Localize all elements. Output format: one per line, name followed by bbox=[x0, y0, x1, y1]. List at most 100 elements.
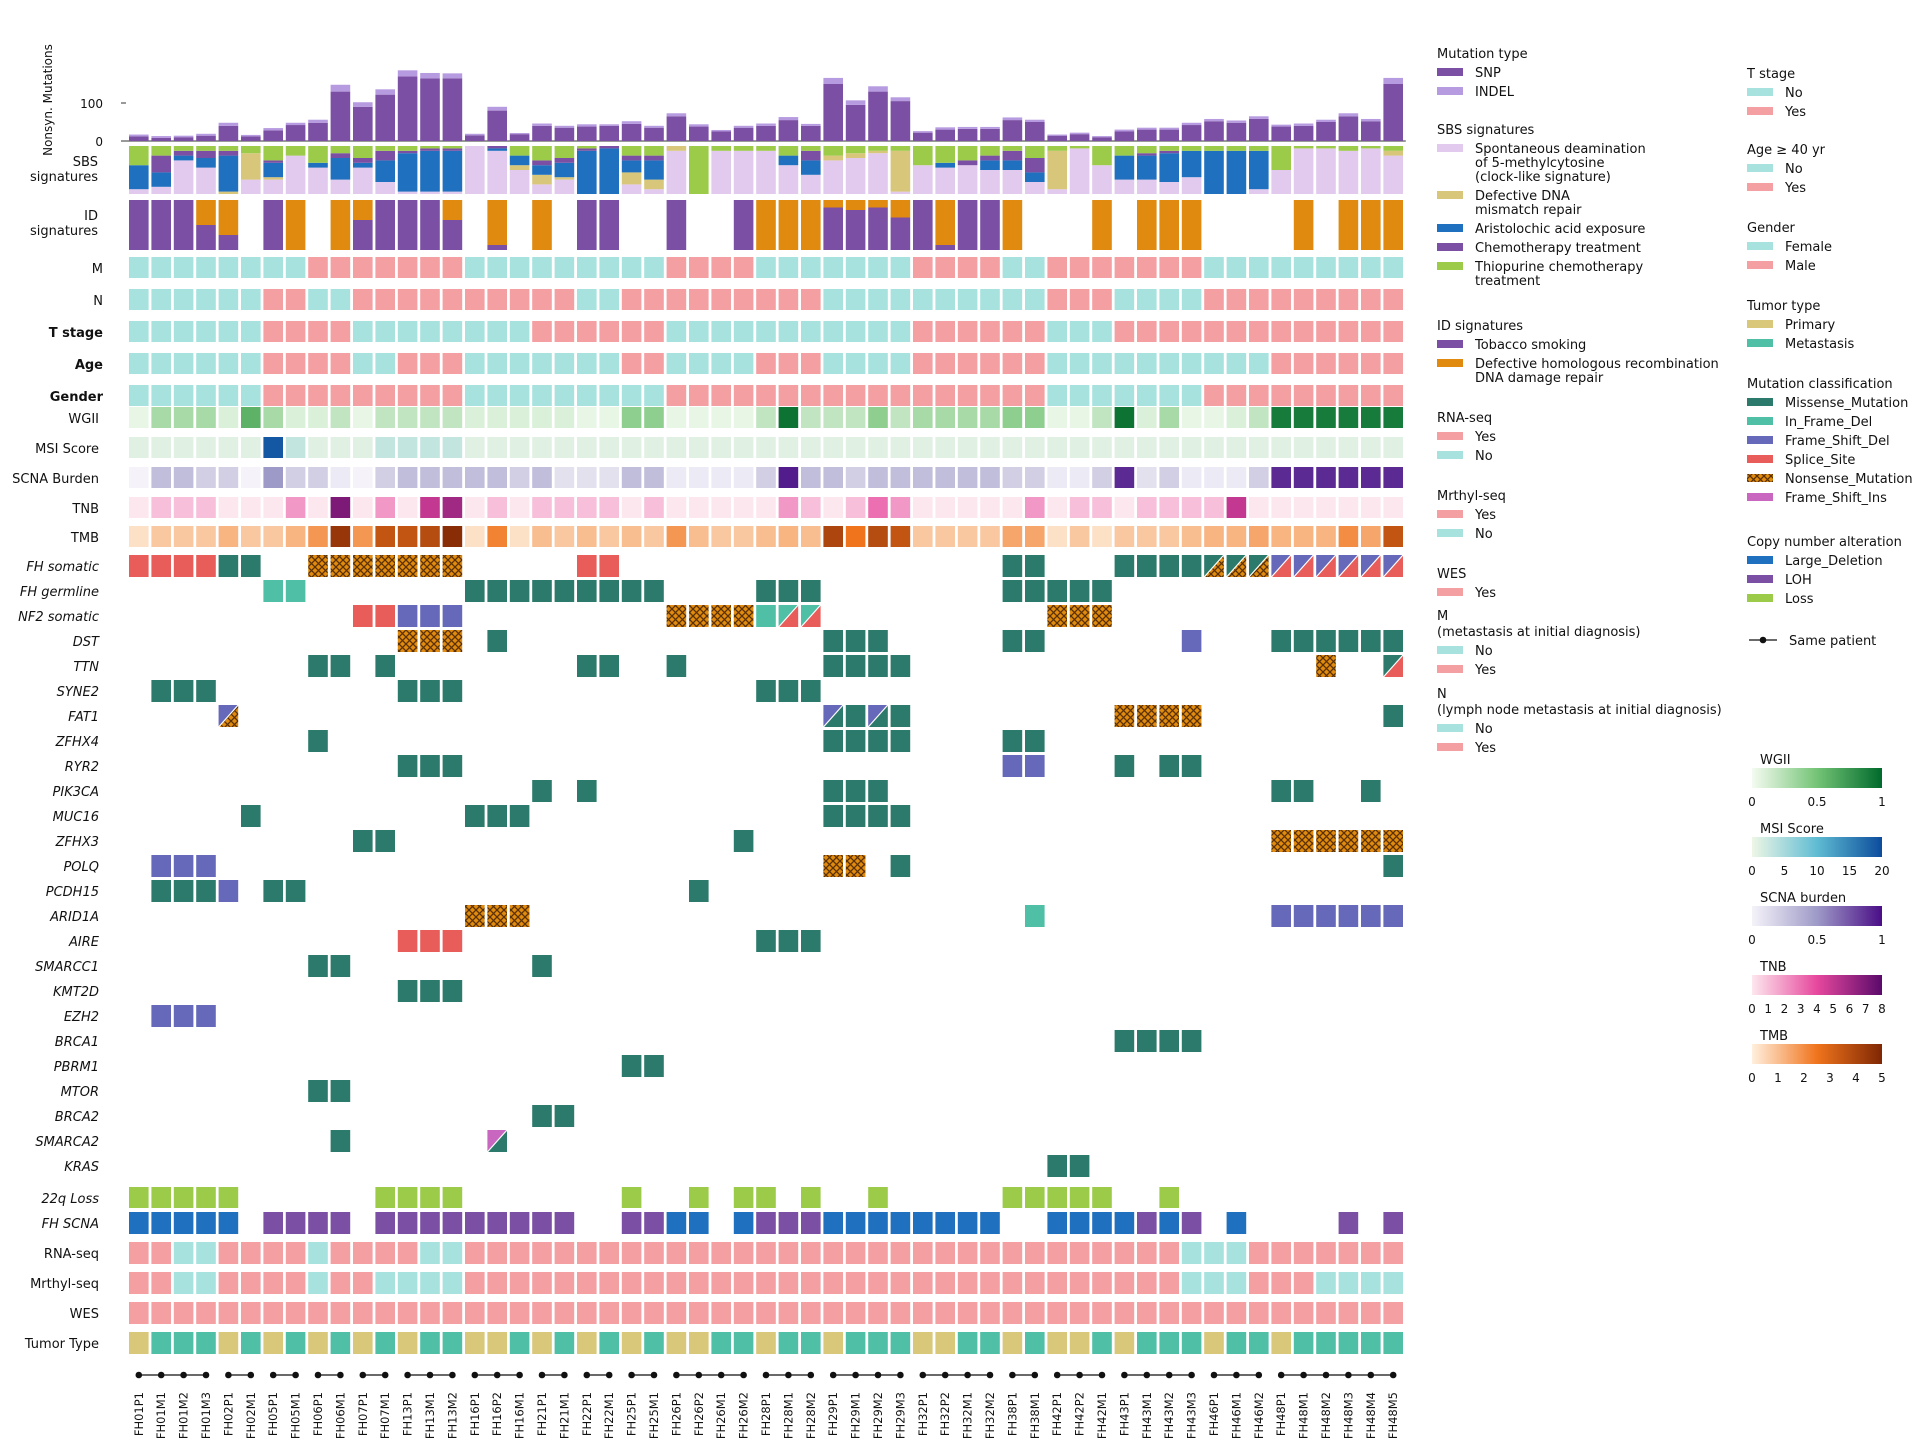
sbs-signature-segment bbox=[801, 150, 821, 161]
heat-cell bbox=[1047, 407, 1067, 428]
indel-bar bbox=[1226, 120, 1247, 123]
heat-cell bbox=[845, 407, 866, 428]
seq-cell bbox=[845, 1242, 866, 1264]
seq-cell bbox=[420, 1272, 440, 1294]
tumor-type-cell bbox=[1159, 1332, 1179, 1354]
tumor-type-cell bbox=[1316, 1332, 1336, 1354]
indel-bar bbox=[1137, 127, 1157, 130]
seq-cell bbox=[801, 1302, 821, 1324]
clinical-cell bbox=[913, 321, 933, 342]
sample-label: FH22M1 bbox=[602, 1392, 616, 1439]
mutation-cell-divider bbox=[1248, 554, 1270, 578]
clinical-cell bbox=[1137, 353, 1157, 374]
clinical-cell bbox=[1002, 385, 1023, 406]
sample-label: FH28P1 bbox=[759, 1392, 773, 1436]
seq-cell bbox=[1114, 1242, 1135, 1264]
mutation-cell bbox=[196, 555, 216, 577]
mutation-cell bbox=[420, 980, 440, 1002]
clinical-cell bbox=[666, 289, 687, 310]
heat-cell bbox=[1226, 467, 1247, 488]
mutation-cell bbox=[151, 680, 171, 702]
clinical-cell bbox=[599, 289, 619, 310]
heat-cell bbox=[913, 526, 933, 547]
sbs-signature-segment bbox=[689, 146, 709, 194]
sbs-signature-segment bbox=[442, 150, 463, 192]
tumor-type-cell bbox=[129, 1332, 149, 1354]
fh-scna-cell bbox=[129, 1212, 149, 1234]
legend-label: Metastasis bbox=[1785, 337, 1854, 352]
clinical-cell bbox=[801, 257, 821, 278]
loss-22q-cell bbox=[442, 1187, 463, 1208]
snp-bar bbox=[1204, 121, 1224, 141]
legend-swatch bbox=[1747, 474, 1773, 482]
sbs-signature-segment bbox=[1249, 189, 1269, 194]
sbs-signature-segment bbox=[330, 179, 351, 194]
heat-cell bbox=[1383, 526, 1403, 547]
sbs-signature-segment bbox=[1204, 150, 1224, 194]
heat-cell bbox=[1047, 437, 1067, 458]
seq-cell bbox=[778, 1272, 799, 1294]
mutation-cell-divider bbox=[1293, 554, 1314, 578]
same-patient-dot bbox=[1053, 1371, 1061, 1379]
tumor-type-cell bbox=[330, 1332, 351, 1354]
heat-cell bbox=[868, 467, 888, 488]
sample-label: FH02M1 bbox=[244, 1392, 258, 1439]
seq-cell bbox=[957, 1242, 978, 1264]
heat-cell bbox=[599, 497, 619, 518]
sbs-signature-segment bbox=[129, 146, 149, 166]
heat-cell bbox=[1271, 407, 1291, 428]
clinical-cell bbox=[935, 257, 955, 278]
clinical-cell bbox=[173, 289, 194, 310]
snp-bar bbox=[442, 78, 463, 141]
heat-cell bbox=[196, 526, 216, 547]
seq-cell bbox=[554, 1302, 575, 1324]
seq-cell bbox=[1137, 1302, 1157, 1324]
clinical-cell bbox=[1271, 289, 1291, 310]
heat-cell bbox=[1025, 526, 1045, 547]
snp-bar bbox=[1047, 135, 1067, 141]
legend-label: Chemotherapy treatment bbox=[1475, 241, 1641, 256]
clinical-cell bbox=[1338, 257, 1359, 278]
clinical-cell bbox=[241, 257, 261, 278]
mutation-cell bbox=[263, 580, 283, 602]
sbs-signature-segment bbox=[554, 158, 575, 163]
heat-cell bbox=[845, 437, 866, 458]
legend-swatch bbox=[1747, 242, 1773, 250]
tumor-type-cell bbox=[218, 1332, 239, 1354]
seq-cell bbox=[1226, 1302, 1247, 1324]
heat-cell bbox=[509, 437, 530, 458]
mutation-cell bbox=[129, 555, 149, 577]
clinical-cell bbox=[778, 385, 799, 406]
id-signature-segment bbox=[218, 200, 239, 235]
mutation-cell bbox=[487, 630, 507, 652]
clinical-cell bbox=[599, 321, 619, 342]
clinical-cell bbox=[397, 321, 418, 342]
heat-cell bbox=[442, 437, 463, 458]
clinical-cell bbox=[980, 257, 1000, 278]
heat-cell bbox=[1159, 467, 1179, 488]
seq-cell bbox=[1159, 1272, 1179, 1294]
mutation-cell bbox=[375, 655, 395, 677]
heat-cell bbox=[285, 497, 306, 518]
snp-bar bbox=[644, 127, 664, 141]
seq-cell bbox=[241, 1302, 261, 1324]
indel-bar bbox=[801, 123, 821, 126]
heat-cell bbox=[129, 437, 149, 458]
mutation-cell bbox=[801, 580, 821, 602]
legend-swatch bbox=[1747, 556, 1773, 564]
mutation-cell bbox=[465, 805, 485, 827]
heat-cell bbox=[980, 497, 1000, 518]
legend-label: DNA damage repair bbox=[1475, 371, 1604, 386]
sbs-signature-segment bbox=[957, 165, 978, 194]
indel-bar bbox=[285, 122, 306, 126]
heat-cell bbox=[173, 497, 194, 518]
mutation-cell bbox=[868, 805, 888, 827]
tumor-type-cell bbox=[845, 1332, 866, 1354]
clinical-cell bbox=[1293, 353, 1314, 374]
sbs-row-label: signatures bbox=[30, 170, 98, 185]
tumor-type-cell bbox=[577, 1332, 597, 1354]
clinical-cell bbox=[577, 385, 597, 406]
seq-cell bbox=[442, 1272, 463, 1294]
mutation-cell bbox=[1025, 755, 1045, 777]
same-patient-dot bbox=[628, 1371, 635, 1379]
